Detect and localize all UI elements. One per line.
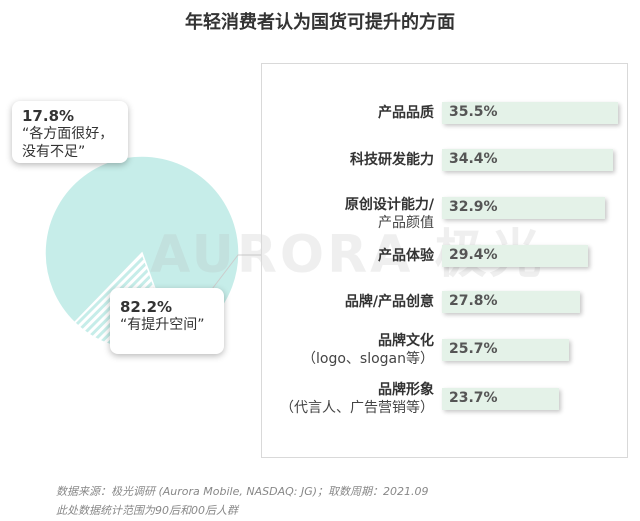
slice-label: “有提升空间” bbox=[120, 317, 205, 333]
bar: 34.4% bbox=[442, 149, 613, 171]
leader-line bbox=[205, 254, 262, 298]
category-subtitle: 产品颜值 bbox=[378, 215, 434, 231]
bar: 25.7% bbox=[442, 339, 570, 361]
category-label: 产品品质 bbox=[378, 104, 434, 122]
category-name: 品牌/产品创意 bbox=[344, 294, 434, 310]
bar: 32.9% bbox=[442, 197, 606, 219]
bar-value-label: 34.4% bbox=[449, 151, 498, 167]
bar: 29.4% bbox=[442, 245, 588, 267]
bar-value-label: 27.8% bbox=[449, 293, 498, 309]
category-name: 科技研发能力 bbox=[350, 152, 434, 168]
bar: 23.7% bbox=[442, 388, 560, 410]
bar: 35.5% bbox=[442, 102, 618, 124]
chart-title: 年轻消费者认为国货可提升的方面 bbox=[185, 12, 455, 33]
category-name: 产品品质 bbox=[378, 105, 434, 121]
callout-room-to-improve: 82.2% “有提升空间” bbox=[110, 288, 224, 354]
bar-chart-panel bbox=[261, 63, 628, 458]
bar-value-label: 35.5% bbox=[449, 104, 498, 120]
bar: 27.8% bbox=[442, 291, 580, 313]
bar-value-label: 32.9% bbox=[449, 199, 498, 215]
category-label: 原创设计能力/产品颜值 bbox=[345, 196, 434, 232]
category-name: 品牌文化 bbox=[378, 333, 434, 349]
category-subtitle: （logo、slogan等） bbox=[302, 351, 434, 367]
category-label: 品牌文化 （logo、slogan等） bbox=[302, 332, 434, 368]
category-subtitle: （代言人、广告营销等） bbox=[280, 400, 434, 416]
category-name: 产品体验 bbox=[378, 248, 434, 264]
category-label: 品牌形象 （代言人、广告营销等） bbox=[280, 381, 434, 417]
bar-value-label: 29.4% bbox=[449, 247, 498, 263]
bar-value-label: 25.7% bbox=[449, 341, 498, 357]
category-name: 品牌形象 bbox=[378, 382, 434, 398]
footnote-scope: 此处数据统计范围为90后和00后人群 bbox=[56, 504, 238, 517]
category-label: 产品体验 bbox=[378, 247, 434, 265]
footnote-source: 数据来源：极光调研 (Aurora Mobile, NASDAQ: JG)；取数… bbox=[56, 485, 429, 498]
slice-value-label: 17.8% bbox=[22, 107, 75, 125]
slice-label: “各方面很好，没有不足” bbox=[22, 126, 114, 160]
bar-value-label: 23.7% bbox=[449, 390, 498, 406]
slice-value-label: 82.2% bbox=[120, 298, 173, 316]
category-label: 品牌/产品创意 bbox=[345, 293, 434, 311]
callout-satisfied: 17.8% “各方面很好，没有不足” bbox=[12, 101, 128, 163]
category-name: 原创设计能力/ bbox=[344, 197, 434, 213]
category-label: 科技研发能力 bbox=[350, 151, 434, 169]
